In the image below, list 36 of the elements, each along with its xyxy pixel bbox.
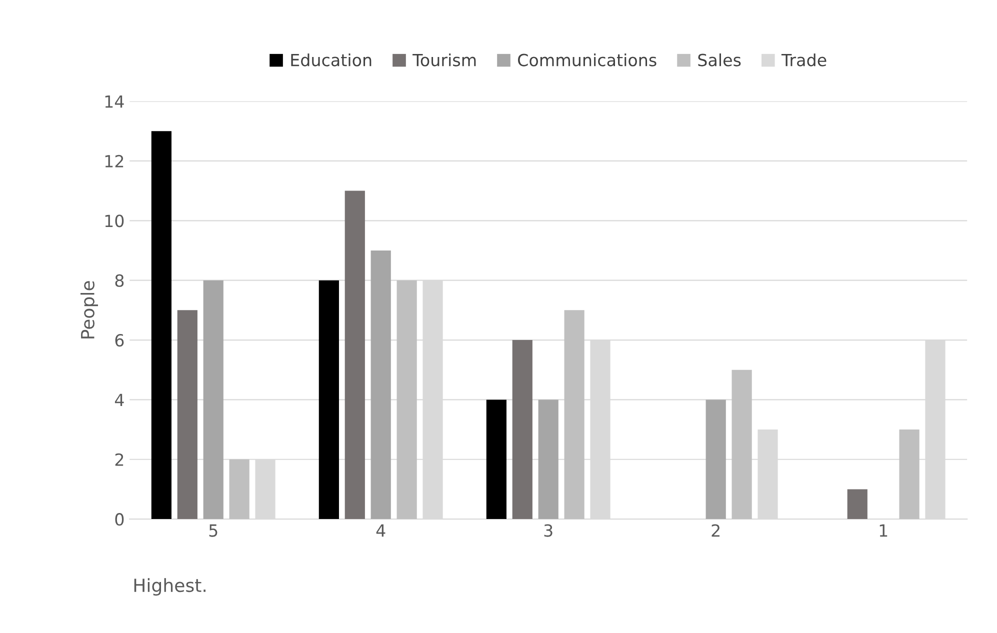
bar xyxy=(203,280,224,520)
bar xyxy=(847,489,868,520)
y-tick-label: 14 xyxy=(105,95,124,108)
y-tick-label: 4 xyxy=(114,394,124,406)
bar xyxy=(538,400,558,520)
legend-label: Trade xyxy=(781,53,826,66)
legend-label: Education xyxy=(291,53,372,66)
y-tick-label: 6 xyxy=(115,334,124,347)
legend-label: Communications xyxy=(518,53,656,66)
legend-label: Tourism xyxy=(412,53,476,66)
x-tick-label: 4 xyxy=(376,524,386,537)
y-tick-label: 10 xyxy=(105,214,124,228)
bar xyxy=(318,280,339,520)
x-tick-label: 2 xyxy=(712,524,720,537)
bar xyxy=(151,131,172,520)
text: Highest. xyxy=(134,578,206,596)
bar xyxy=(706,400,726,520)
legend-label: Sales xyxy=(698,53,741,66)
bar xyxy=(899,430,920,520)
bar xyxy=(177,310,198,520)
x-tick-label: 5 xyxy=(209,524,218,537)
y-tick-label: 0 xyxy=(115,513,124,526)
bar xyxy=(732,370,752,520)
bar xyxy=(564,310,584,520)
bar xyxy=(396,280,417,520)
y-tick-label: 8 xyxy=(115,274,124,287)
bar xyxy=(229,459,250,520)
y-tick-label: 2 xyxy=(115,453,124,466)
bar xyxy=(486,400,506,520)
bar xyxy=(370,250,391,520)
bar xyxy=(344,190,365,520)
bar xyxy=(512,340,532,520)
y-tick-label: 12 xyxy=(105,154,124,168)
y-axis-title: People xyxy=(80,281,98,338)
x-tick-label: 1 xyxy=(880,524,888,537)
x-tick-label: 3 xyxy=(544,524,552,537)
